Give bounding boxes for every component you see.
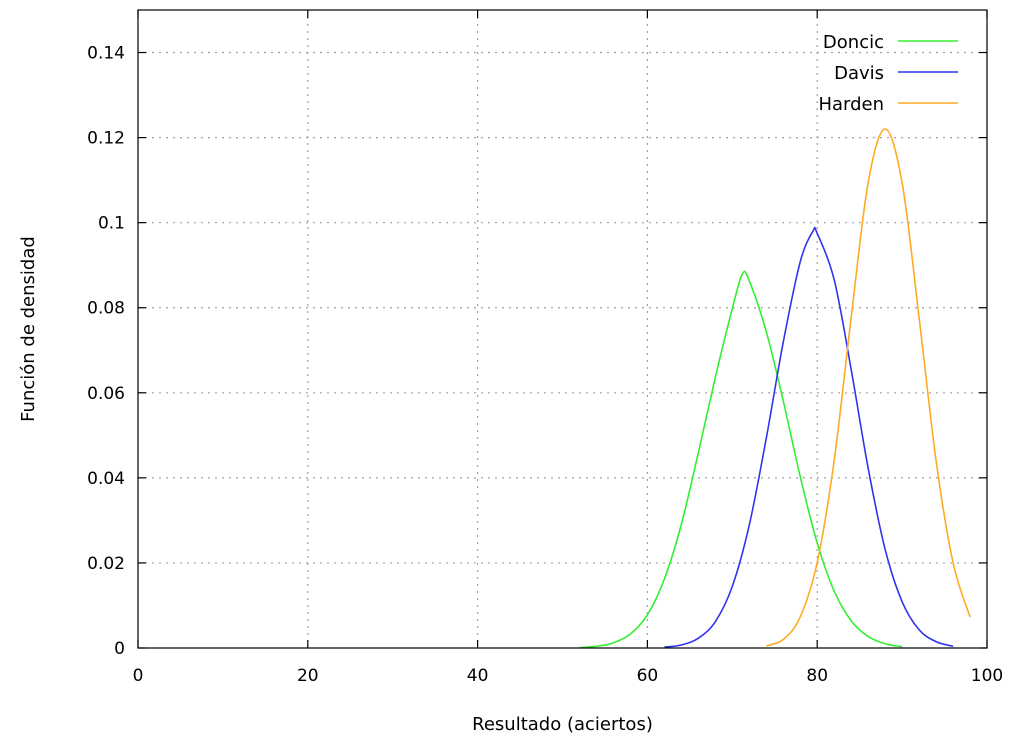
legend-label-harden: Harden xyxy=(818,94,884,115)
axis-ticks xyxy=(137,10,988,649)
x-axis-tick-labels: 0 20 40 60 80 100 xyxy=(133,666,1004,686)
y-tick-label: 0.1 xyxy=(98,214,125,234)
y-axis-tick-labels: 0 0.02 0.04 0.06 0.08 0.1 0.12 0.14 xyxy=(87,44,125,659)
legend-label-davis: Davis xyxy=(834,63,884,84)
x-tick-label: 80 xyxy=(806,666,828,686)
x-tick-label: 60 xyxy=(637,666,659,686)
y-axis-title: Función de densidad xyxy=(18,236,39,422)
series-line-doncic xyxy=(579,270,903,648)
y-tick-label: 0.14 xyxy=(87,44,125,64)
y-tick-label: 0 xyxy=(114,639,125,659)
grid xyxy=(138,10,987,648)
legend-label-doncic: Doncic xyxy=(823,32,884,53)
plot-series xyxy=(579,128,971,648)
x-tick-label: 100 xyxy=(971,666,1003,686)
y-tick-label: 0.04 xyxy=(87,469,125,489)
x-tick-label: 0 xyxy=(133,666,144,686)
y-tick-label: 0.02 xyxy=(87,554,125,574)
x-tick-label: 20 xyxy=(297,666,319,686)
y-tick-label: 0.08 xyxy=(87,299,125,319)
x-axis-title: Resultado (aciertos) xyxy=(472,714,653,735)
series-line-harden xyxy=(765,128,971,647)
x-tick-label: 40 xyxy=(467,666,489,686)
series-line-davis xyxy=(664,226,954,648)
plot-frame xyxy=(137,9,988,649)
y-tick-label: 0.12 xyxy=(87,129,125,149)
y-tick-label: 0.06 xyxy=(87,384,125,404)
legend: Doncic Davis Harden xyxy=(818,32,958,115)
